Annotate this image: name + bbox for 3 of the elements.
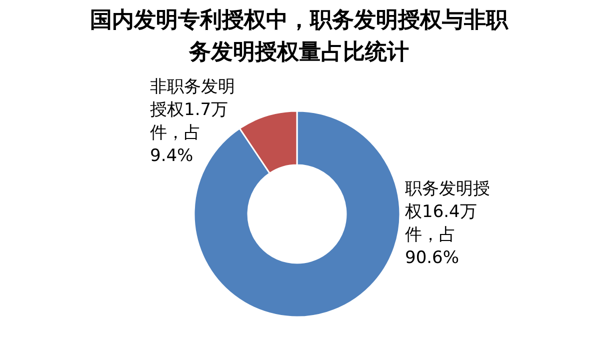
slice-label: 职务发明授权16.4万件，占90.6% bbox=[405, 178, 491, 270]
chart-title: 国内发明专利授权中，职务发明授权与非职务发明授权量占比统计 bbox=[89, 6, 509, 67]
slice-label: 非职务发明授权1.7万件，占9.4% bbox=[150, 76, 236, 168]
